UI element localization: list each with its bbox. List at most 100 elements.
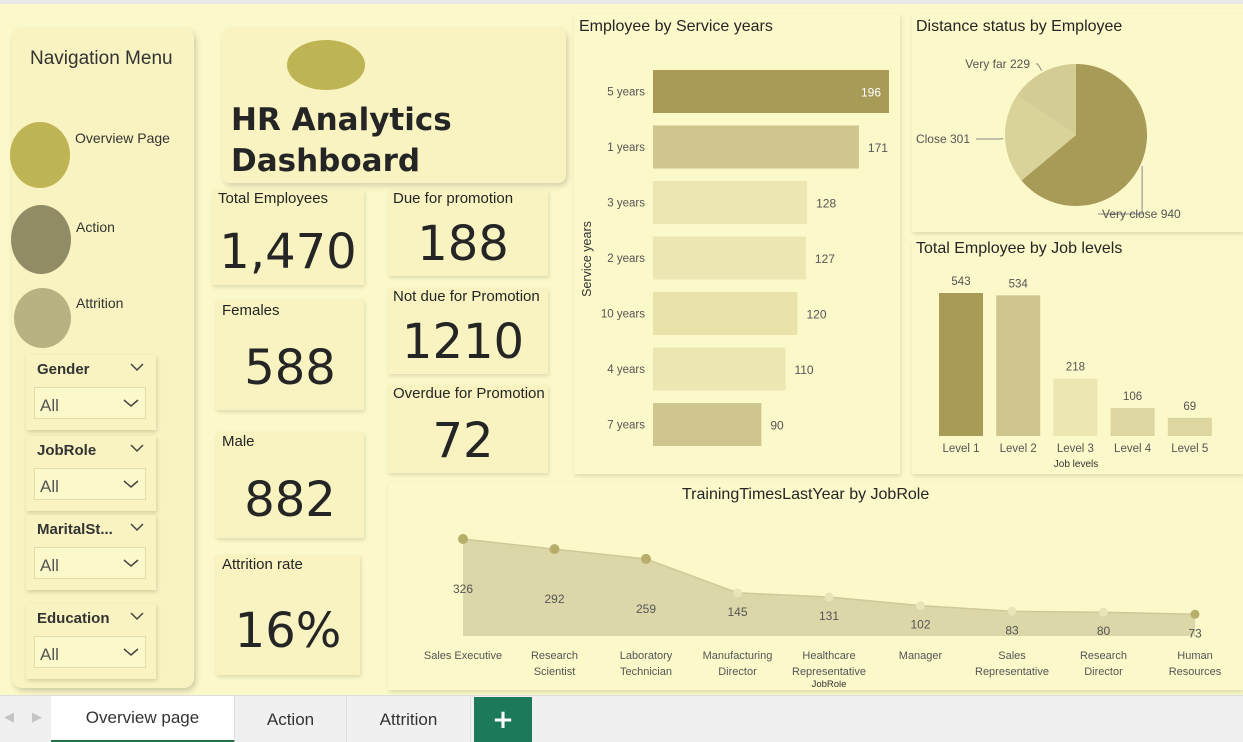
service-bar — [653, 181, 808, 224]
nav-attrition-label[interactable]: Attrition — [76, 295, 124, 311]
kpi-label: Male — [222, 433, 255, 450]
education-slicer: Education All — [26, 604, 156, 679]
tab-next-icon[interactable]: ▶ — [32, 710, 42, 725]
service-bar — [653, 125, 859, 169]
training-category-label: Healthcare — [802, 650, 855, 662]
tab-prev-icon[interactable]: ◀ — [4, 710, 14, 725]
nav-overview-button[interactable] — [10, 122, 70, 188]
distance-data-label: Close 301 — [916, 132, 970, 146]
service-data-label: 127 — [815, 252, 835, 266]
training-category-label: Resources — [1169, 666, 1222, 678]
distance-pie-slice — [1021, 64, 1147, 206]
nav-attrition-button[interactable] — [14, 288, 71, 348]
training-category-label: Technician — [620, 666, 672, 678]
kpi-label: Total Employees — [218, 190, 329, 207]
service-bar — [653, 236, 806, 280]
kpi-value: 588 — [244, 340, 336, 396]
maritalstatus-slicer: MaritalSt... All — [26, 515, 156, 590]
nav-overview-label[interactable]: Overview Page — [75, 130, 170, 146]
training-point — [733, 588, 742, 598]
job-level-data-label: 69 — [1183, 401, 1196, 413]
service-years-chart: 5 years 196 1 years 171 3 years 128 2 years 127… — [580, 70, 889, 446]
chevron-down-icon[interactable] — [130, 611, 144, 621]
maritalstatus-dropdown[interactable]: All — [34, 547, 146, 579]
training-category-label: Representative — [792, 666, 866, 678]
service-years-chart-title: Employee by Service years — [579, 18, 773, 35]
job-level-bar — [1053, 378, 1098, 436]
training-data-label: 292 — [544, 592, 564, 606]
job-level-data-label: 106 — [1123, 391, 1142, 403]
logo-oval — [287, 40, 365, 90]
service-data-label: 128 — [816, 197, 836, 211]
service-bar — [653, 292, 798, 335]
service-bar — [653, 70, 889, 113]
training-category-label: Director — [1084, 666, 1123, 678]
gender-dropdown[interactable]: All — [34, 387, 146, 419]
tab-attrition[interactable]: Attrition — [347, 696, 471, 742]
chevron-down-icon[interactable] — [130, 362, 144, 372]
kpi-females: Females 588 — [216, 300, 364, 410]
title-card: HR Analytics Dashboard — [222, 28, 566, 183]
training-category-label: Sales Executive — [424, 650, 502, 662]
tab-action[interactable]: Action — [235, 696, 347, 742]
nav-title: Navigation Menu — [30, 48, 173, 69]
distance-chart-title: Distance status by Employee — [916, 18, 1123, 35]
distance-leader-line — [1098, 165, 1143, 215]
training-category-label: Research — [1080, 650, 1127, 662]
kpi-value: 188 — [417, 216, 509, 272]
slicer-value: All — [40, 556, 59, 575]
training-chart-title: TrainingTimesLastYear by JobRole — [682, 486, 930, 503]
training-point — [916, 601, 925, 611]
jobrole-dropdown[interactable]: All — [34, 468, 146, 500]
job-level-axis-label: Job levels — [1054, 459, 1098, 470]
job-level-category-label: Level 1 — [942, 443, 979, 455]
tab-overview[interactable]: Overview page — [51, 696, 235, 742]
kpi-total-employees: Total Employees 1,470 — [212, 190, 364, 285]
kpi-label: Overdue for Promotion — [393, 385, 545, 402]
service-axis-label: Service years — [580, 221, 594, 297]
chevron-down-icon[interactable] — [130, 443, 144, 453]
service-category-label: 7 years — [607, 420, 645, 432]
education-dropdown[interactable]: All — [34, 636, 146, 668]
chevron-down-icon[interactable] — [130, 522, 144, 532]
slicer-value: All — [40, 477, 59, 496]
training-category-label: Human — [1177, 650, 1212, 662]
job-level-bar — [939, 293, 983, 436]
job-level-category-label: Level 5 — [1171, 443, 1208, 455]
add-page-button[interactable]: + — [474, 697, 532, 742]
dashboard-title: HR Analytics Dashboard — [231, 100, 452, 182]
kpi-overdue-promotion: Overdue for Promotion 72 — [388, 385, 548, 473]
nav-action-label[interactable]: Action — [76, 219, 115, 235]
slicer-value: All — [40, 396, 59, 415]
training-point — [824, 592, 834, 602]
service-data-label: 196 — [861, 86, 881, 100]
distance-leader-line — [1036, 63, 1043, 71]
distance-data-label: Very close 940 — [1102, 207, 1181, 221]
nav-action-button[interactable] — [11, 205, 71, 274]
chevron-down-icon — [123, 648, 139, 656]
gender-slicer: Gender All — [26, 355, 156, 430]
service-category-label: 1 years — [607, 142, 645, 154]
training-category-label: Research — [531, 650, 578, 662]
kpi-value: 72 — [432, 413, 494, 469]
kpi-attrition-rate: Attrition rate 16% — [216, 555, 360, 675]
job-level-data-label: 534 — [1009, 278, 1029, 290]
job-level-data-label: 218 — [1066, 362, 1085, 374]
job-levels-chart-title: Total Employee by Job levels — [916, 240, 1123, 257]
training-data-label: 131 — [819, 609, 839, 623]
kpi-label: Not due for Promotion — [393, 288, 540, 305]
service-category-label: 2 years — [607, 253, 645, 265]
training-category-label: Scientist — [534, 666, 576, 678]
job-level-category-label: Level 2 — [1000, 443, 1037, 455]
service-data-label: 171 — [868, 141, 888, 155]
job-level-category-label: Level 4 — [1114, 443, 1152, 455]
training-point — [458, 534, 468, 544]
kpi-label: Females — [222, 302, 280, 319]
training-data-label: 73 — [1188, 626, 1202, 640]
kpi-label: Due for promotion — [393, 190, 514, 207]
service-category-label: 5 years — [607, 87, 645, 99]
service-bar — [653, 347, 786, 391]
training-point — [549, 544, 560, 555]
training-point — [1190, 609, 1200, 619]
training-category-label: Director — [718, 666, 757, 678]
